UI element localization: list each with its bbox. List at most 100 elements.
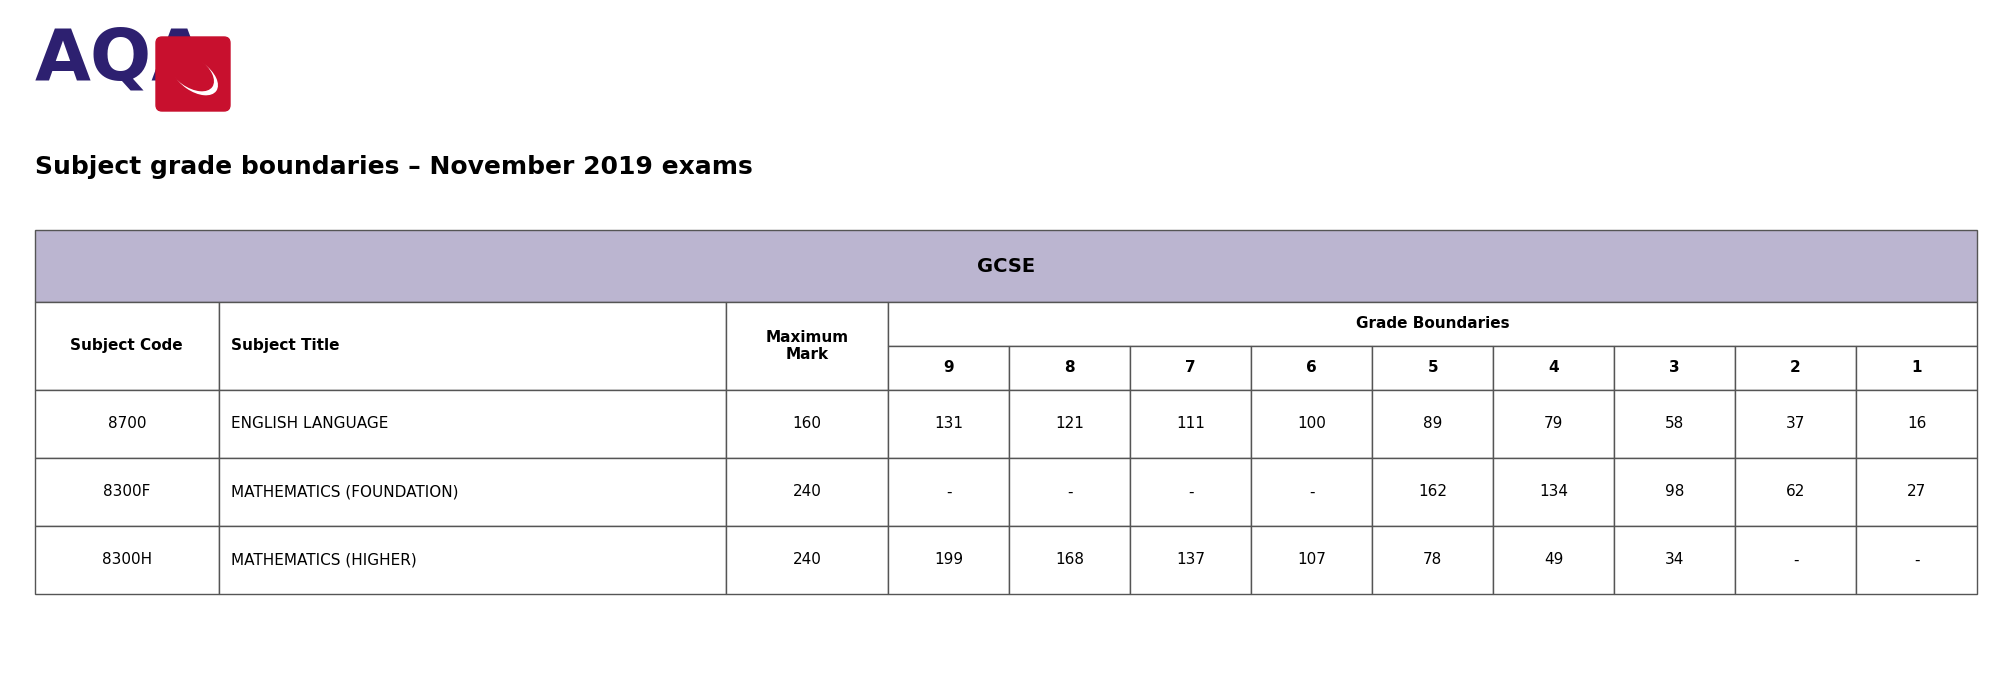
Bar — [1734, 458, 1855, 526]
Text: 199: 199 — [934, 553, 964, 567]
Bar — [1131, 526, 1251, 594]
Bar — [1372, 526, 1493, 594]
Bar — [1010, 458, 1131, 526]
Bar — [34, 302, 219, 390]
Bar — [887, 390, 1010, 458]
Bar — [1855, 526, 1978, 594]
Text: 78: 78 — [1422, 553, 1443, 567]
Text: -: - — [1310, 484, 1314, 500]
Text: 98: 98 — [1664, 484, 1684, 500]
Text: 9: 9 — [944, 360, 954, 375]
Text: 240: 240 — [793, 553, 821, 567]
Text: -: - — [946, 484, 952, 500]
Bar — [1614, 526, 1734, 594]
Bar — [1855, 390, 1978, 458]
Bar — [1614, 458, 1734, 526]
Text: 5: 5 — [1427, 360, 1439, 375]
Text: 37: 37 — [1787, 417, 1805, 431]
Text: 49: 49 — [1543, 553, 1563, 567]
Bar — [726, 390, 887, 458]
Bar — [1372, 458, 1493, 526]
Text: 162: 162 — [1418, 484, 1447, 500]
Bar — [1131, 458, 1251, 526]
Text: 27: 27 — [1907, 484, 1925, 500]
Text: 8300F: 8300F — [103, 484, 151, 500]
Text: Grade Boundaries: Grade Boundaries — [1356, 317, 1509, 331]
Text: GCSE: GCSE — [978, 257, 1034, 275]
Text: 16: 16 — [1907, 417, 1925, 431]
Bar — [1493, 390, 1614, 458]
Text: 137: 137 — [1177, 553, 1205, 567]
Bar — [1251, 346, 1372, 390]
Text: 1: 1 — [1911, 360, 1921, 375]
Bar — [887, 526, 1010, 594]
Bar — [1251, 526, 1372, 594]
Text: 34: 34 — [1664, 553, 1684, 567]
Text: 121: 121 — [1054, 417, 1084, 431]
Text: 89: 89 — [1422, 417, 1443, 431]
Text: Subject Title: Subject Title — [231, 339, 340, 353]
Bar — [219, 390, 726, 458]
FancyBboxPatch shape — [157, 37, 229, 111]
Bar — [34, 230, 1978, 302]
Bar — [219, 526, 726, 594]
Bar — [1614, 390, 1734, 458]
Text: 58: 58 — [1666, 417, 1684, 431]
Bar — [887, 302, 1978, 346]
Text: 160: 160 — [793, 417, 821, 431]
Text: 134: 134 — [1539, 484, 1567, 500]
Text: 8700: 8700 — [107, 417, 147, 431]
Text: 107: 107 — [1298, 553, 1326, 567]
Bar — [34, 458, 219, 526]
Text: Maximum
Mark: Maximum Mark — [767, 330, 849, 362]
Text: ENGLISH LANGUAGE: ENGLISH LANGUAGE — [231, 417, 388, 431]
Text: 7: 7 — [1185, 360, 1195, 375]
Text: 4: 4 — [1549, 360, 1559, 375]
Text: 168: 168 — [1054, 553, 1084, 567]
Bar — [1251, 390, 1372, 458]
Text: AQA: AQA — [34, 25, 207, 94]
Bar — [887, 346, 1010, 390]
Text: 8: 8 — [1064, 360, 1074, 375]
Bar — [726, 458, 887, 526]
Bar — [1734, 390, 1855, 458]
Text: -: - — [1066, 484, 1072, 500]
Text: 131: 131 — [934, 417, 964, 431]
Bar — [726, 526, 887, 594]
Bar — [1734, 346, 1855, 390]
Text: 3: 3 — [1670, 360, 1680, 375]
Bar — [1010, 390, 1131, 458]
Text: MATHEMATICS (FOUNDATION): MATHEMATICS (FOUNDATION) — [231, 484, 459, 500]
Text: Subject grade boundaries – November 2019 exams: Subject grade boundaries – November 2019… — [34, 155, 752, 179]
Text: 2: 2 — [1791, 360, 1801, 375]
Ellipse shape — [173, 57, 217, 95]
Bar — [219, 302, 726, 390]
Text: -: - — [1793, 553, 1799, 567]
Text: 79: 79 — [1543, 417, 1563, 431]
Text: 111: 111 — [1177, 417, 1205, 431]
Text: 62: 62 — [1787, 484, 1805, 500]
Bar — [1131, 390, 1251, 458]
Bar — [1010, 346, 1131, 390]
Bar — [1614, 346, 1734, 390]
Bar — [34, 390, 219, 458]
Bar — [1855, 458, 1978, 526]
Ellipse shape — [169, 52, 213, 91]
Bar — [1493, 346, 1614, 390]
Bar — [1493, 526, 1614, 594]
Text: 6: 6 — [1306, 360, 1318, 375]
Bar — [1493, 458, 1614, 526]
Bar — [887, 458, 1010, 526]
Text: Subject Code: Subject Code — [70, 339, 183, 353]
Bar — [1251, 458, 1372, 526]
Text: 8300H: 8300H — [103, 553, 151, 567]
Bar — [1855, 346, 1978, 390]
Bar — [1734, 526, 1855, 594]
Text: -: - — [1913, 553, 1919, 567]
Text: -: - — [1187, 484, 1193, 500]
Bar — [1372, 390, 1493, 458]
Bar — [726, 302, 887, 390]
Text: 100: 100 — [1298, 417, 1326, 431]
Bar — [219, 458, 726, 526]
Bar — [34, 526, 219, 594]
